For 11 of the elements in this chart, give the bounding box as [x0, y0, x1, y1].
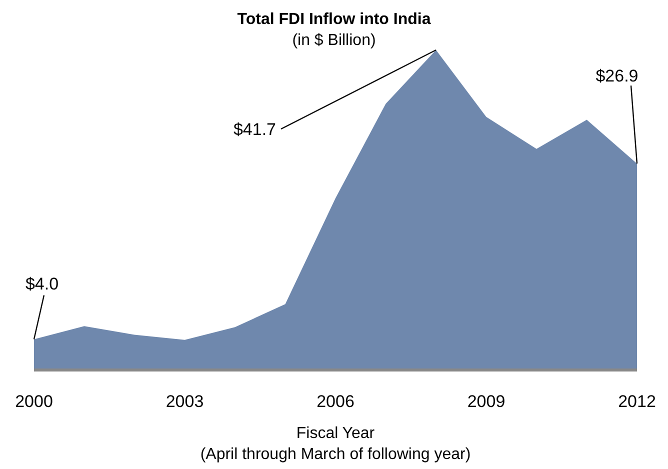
chart-subtitle: (in $ Billion): [292, 32, 376, 49]
annotation: $26.9: [596, 66, 638, 86]
x-axis-title: Fiscal Year (April through March of following year): [200, 425, 471, 463]
x-tick-label: 2009: [467, 392, 506, 411]
x-tick-label: 2000: [15, 392, 53, 411]
x-tick-label: 2012: [618, 392, 656, 411]
chart-title: Total FDI Inflow into India: [237, 11, 431, 28]
annotation: $4.0: [25, 274, 59, 294]
annotation: $41.7: [233, 120, 276, 139]
x-tick-label: 2006: [316, 392, 354, 411]
x-tick-label: 2003: [166, 392, 204, 411]
